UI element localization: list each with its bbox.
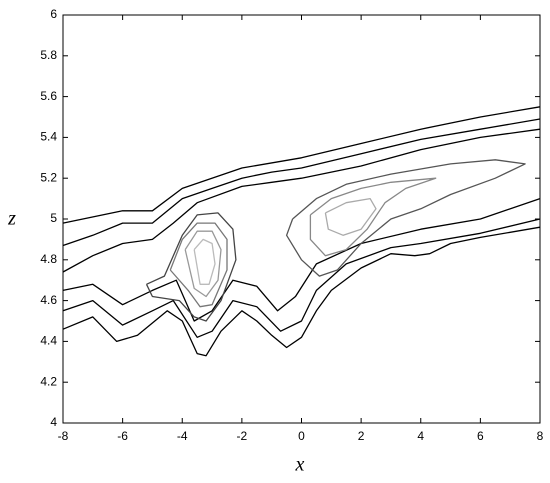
y-tick-label: 4.2 bbox=[40, 374, 57, 388]
contour-line bbox=[62, 128, 541, 273]
x-tick-label: 8 bbox=[537, 429, 544, 443]
contour-line bbox=[62, 218, 541, 338]
contour-line bbox=[184, 230, 222, 298]
contour-line bbox=[62, 106, 541, 224]
contour-line bbox=[62, 197, 541, 322]
x-tick-label: 4 bbox=[417, 429, 424, 443]
y-tick-label: 5 bbox=[50, 211, 57, 225]
contour-line bbox=[62, 226, 541, 357]
y-tick-label: 5.4 bbox=[40, 130, 57, 144]
y-tick-label: 5.6 bbox=[40, 89, 57, 103]
contour-line bbox=[285, 159, 526, 277]
contour-line bbox=[145, 212, 237, 322]
contour-line bbox=[309, 177, 437, 257]
x-tick-label: 0 bbox=[298, 429, 305, 443]
y-tick-label: 5.8 bbox=[40, 48, 57, 62]
y-tick-label: 5.2 bbox=[40, 170, 57, 184]
x-axis-label: x bbox=[295, 454, 305, 476]
x-tick-label: -2 bbox=[237, 429, 248, 443]
x-tick-label: 2 bbox=[358, 429, 365, 443]
y-axis-label: z bbox=[7, 208, 16, 230]
y-tick-label: 4.6 bbox=[40, 293, 57, 307]
y-tick-label: 4.8 bbox=[40, 252, 57, 266]
contour-line bbox=[193, 238, 216, 285]
x-tick-label: -8 bbox=[58, 429, 69, 443]
contour-line bbox=[62, 118, 541, 247]
contour-line bbox=[169, 222, 228, 308]
plot-frame bbox=[62, 14, 541, 424]
x-tick-label: -6 bbox=[117, 429, 128, 443]
contour-line bbox=[324, 197, 377, 236]
y-tick-label: 6 bbox=[50, 7, 57, 21]
x-tick-label: -4 bbox=[177, 429, 188, 443]
y-tick-label: 4 bbox=[50, 415, 57, 429]
y-tick-label: 4.4 bbox=[40, 334, 57, 348]
x-tick-label: 6 bbox=[477, 429, 484, 443]
